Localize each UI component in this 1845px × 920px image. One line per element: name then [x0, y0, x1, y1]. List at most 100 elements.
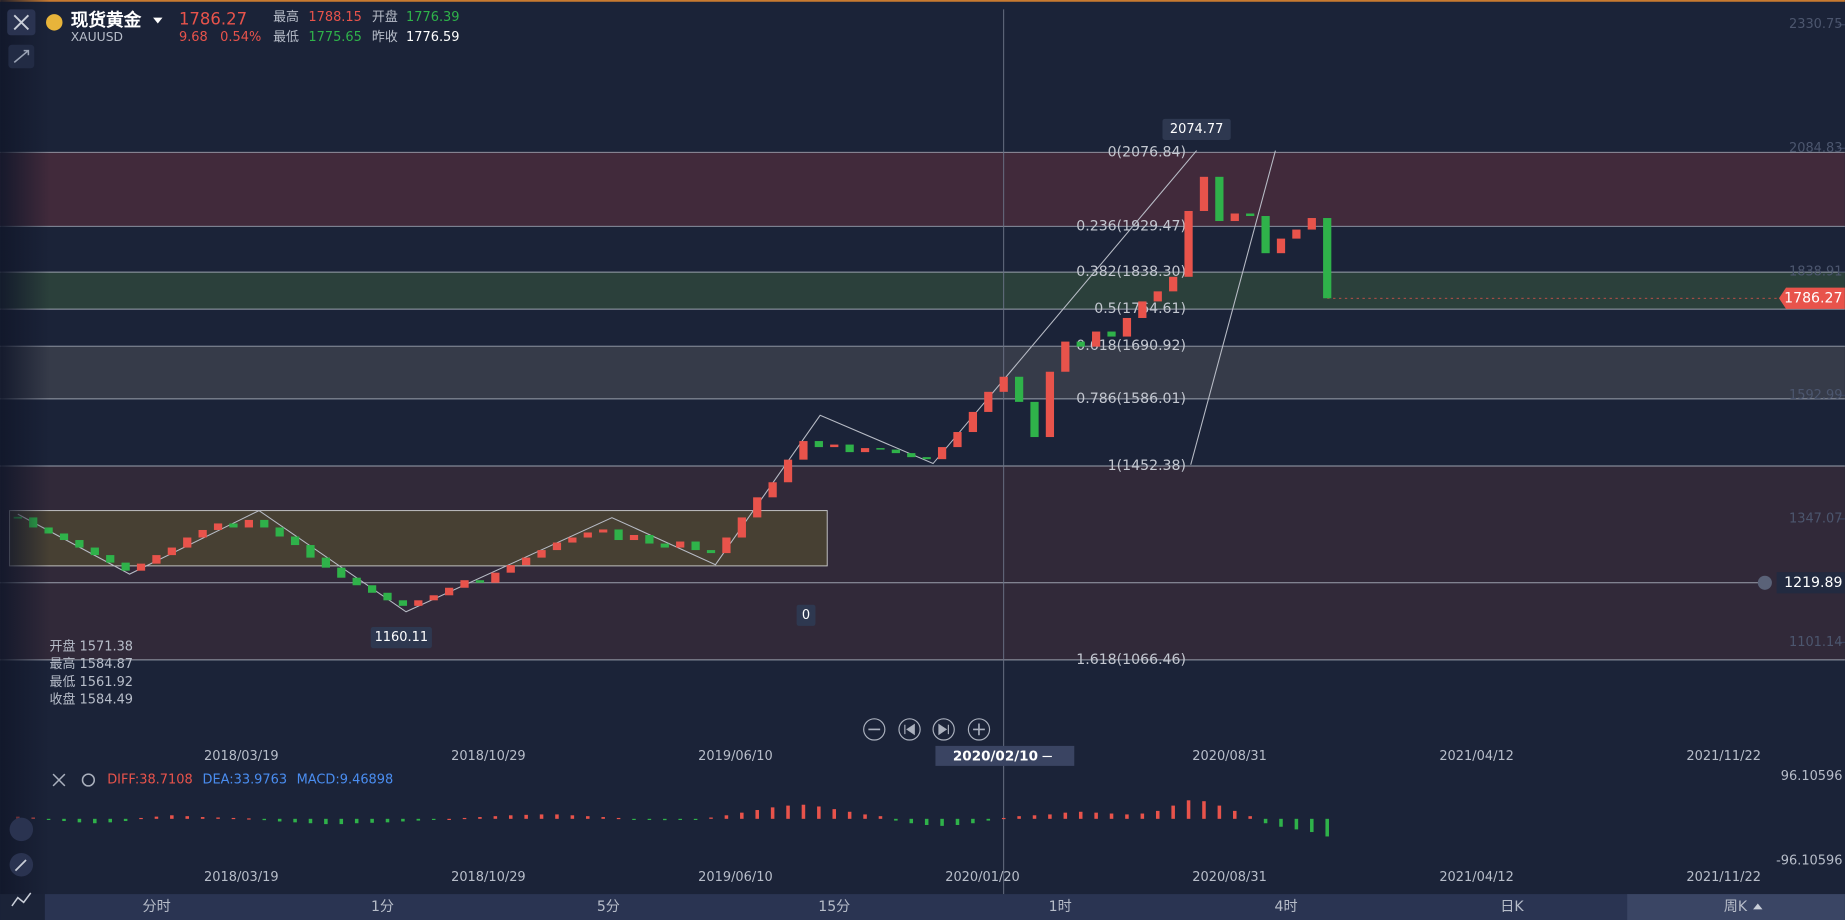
- fib-label: 0.618(1690.92): [1076, 338, 1186, 354]
- candle-body: [1199, 176, 1209, 211]
- candle-body: [860, 448, 870, 453]
- candle-body: [75, 540, 84, 548]
- zoom-out[interactable]: [863, 718, 886, 741]
- timeframe-tab[interactable]: 5分: [597, 899, 620, 915]
- macd-bar: [539, 814, 544, 819]
- macd-bar: [909, 818, 914, 824]
- timeframe-tab[interactable]: 1分: [371, 899, 394, 915]
- last-price-tag: [1778, 287, 1845, 309]
- indicator-icon[interactable]: [11, 892, 32, 907]
- macd-bar: [724, 815, 729, 819]
- candle-body: [876, 448, 885, 450]
- candle-body: [568, 537, 577, 543]
- timeframe-tab[interactable]: 周K: [1724, 899, 1748, 915]
- candle-body: [383, 592, 392, 601]
- go-end[interactable]: [932, 718, 955, 741]
- stat-label: 最低: [273, 30, 299, 45]
- x-tick-label: 2018/03/19: [204, 870, 279, 885]
- macd-bar: [154, 816, 159, 819]
- x-tick-label: 2019/06/10: [698, 749, 773, 764]
- candle-body: [1045, 371, 1055, 438]
- fib-band: [0, 152, 1845, 227]
- annotation-label: 2074.77: [1170, 122, 1224, 137]
- candle-body: [183, 537, 192, 548]
- macd-close[interactable]: [52, 773, 66, 787]
- macd-bar: [231, 817, 236, 820]
- go-start[interactable]: [898, 718, 921, 741]
- candle-body: [1014, 376, 1024, 402]
- candle-body: [1246, 213, 1255, 217]
- x-tick-label: 2018/03/19: [204, 749, 279, 764]
- timeframe-tab[interactable]: 4时: [1274, 899, 1297, 915]
- candle-body: [706, 550, 716, 554]
- nav-buttons: [863, 718, 991, 741]
- macd-bar: [878, 816, 883, 819]
- dropdown-arrow[interactable]: [153, 17, 163, 24]
- timeframe-tab[interactable]: 日K: [1500, 899, 1524, 915]
- candle-body: [475, 580, 485, 583]
- macd-bar: [940, 818, 944, 826]
- candle-body: [629, 535, 639, 541]
- candle-body: [59, 533, 69, 541]
- stat-label: 开盘: [372, 9, 398, 25]
- candle-body: [1076, 341, 1085, 347]
- timeframe-tab[interactable]: 分时: [143, 899, 171, 915]
- candle-body: [445, 587, 454, 596]
- macd-bar: [1063, 812, 1068, 819]
- tool-icon: [13, 49, 30, 63]
- candle-body: [984, 391, 993, 412]
- candle-body: [783, 459, 793, 483]
- macd-bar: [339, 818, 344, 825]
- annotation-box: [796, 604, 816, 626]
- top-border: [0, 0, 1845, 2]
- macd-bar: [832, 809, 837, 819]
- macd-bar: [1325, 818, 1329, 837]
- macd-bar: [93, 818, 97, 824]
- macd-bar: [693, 818, 698, 820]
- candle-body: [999, 376, 1008, 392]
- candle-body: [599, 529, 608, 533]
- candle-body: [152, 555, 161, 564]
- instrument-symbol: XAUUSD: [71, 30, 123, 44]
- alert-bell: [1757, 575, 1772, 590]
- fib-label: 1.618(1066.46): [1076, 652, 1186, 668]
- active-tab: [1627, 894, 1845, 920]
- candle-body: [953, 432, 962, 448]
- macd-bar: [663, 818, 667, 821]
- timeframe-tab[interactable]: 15分: [818, 899, 850, 915]
- candle-body: [1153, 291, 1162, 302]
- zoom-in[interactable]: [967, 718, 991, 741]
- y-tick-label: 1347.07: [1789, 511, 1843, 526]
- candle-body: [907, 453, 916, 458]
- macd-bar: [924, 818, 929, 825]
- left-fade: [0, 0, 50, 895]
- macd-bar: [817, 806, 821, 819]
- stat-label: 昨收: [372, 30, 398, 45]
- instrument-name[interactable]: 现货黄金: [71, 9, 142, 31]
- candle-body: [1138, 301, 1147, 318]
- candle-body: [352, 577, 361, 586]
- candle-body: [306, 545, 315, 558]
- macd-bar: [586, 816, 590, 819]
- macd-bar: [709, 817, 713, 819]
- candle-body: [1307, 218, 1316, 230]
- macd-bar: [647, 818, 652, 820]
- candle-body: [968, 411, 978, 433]
- tool-button[interactable]: [9, 817, 34, 842]
- macd-settings[interactable]: [81, 773, 96, 787]
- timeframe-tab[interactable]: 1时: [1049, 899, 1072, 915]
- macd-bar: [1017, 816, 1021, 819]
- macd-tick-label: 96.10596: [1781, 769, 1843, 784]
- macd-bar: [462, 817, 467, 820]
- candle-body: [937, 447, 947, 460]
- last-price: 1786.27: [179, 10, 247, 29]
- y-tick-label: 1838.91: [1789, 264, 1843, 279]
- y-tick-label: 2330.75: [1789, 17, 1843, 32]
- macd-bar: [216, 817, 220, 819]
- x-tick-label: 2018/10/29: [451, 749, 526, 764]
- macd-bar: [678, 818, 682, 820]
- candle-body: [768, 482, 777, 498]
- macd-bar: [1078, 811, 1083, 819]
- macd-bar: [1094, 812, 1098, 819]
- x-tick-label: 2021/04/12: [1439, 870, 1514, 885]
